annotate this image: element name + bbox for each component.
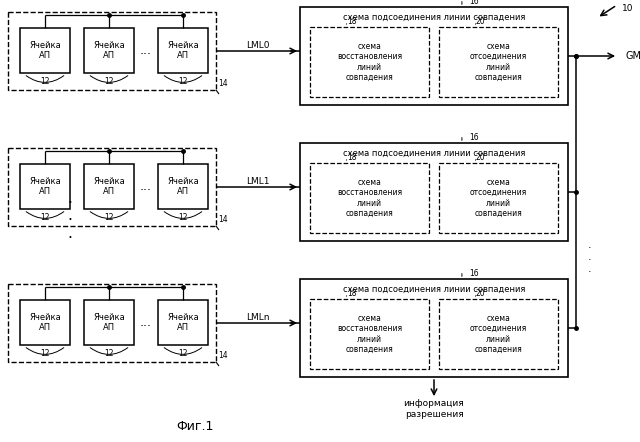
Text: ...: ... xyxy=(140,44,152,57)
Text: Ячейка
АП: Ячейка АП xyxy=(167,313,199,332)
Bar xyxy=(8,148,216,226)
Text: 12: 12 xyxy=(104,76,114,85)
Text: Ячейка
АП: Ячейка АП xyxy=(93,313,125,332)
Bar xyxy=(310,27,429,97)
Text: информация
разрешения: информация разрешения xyxy=(404,399,465,419)
Text: схема
восстановления
линий
совпадения: схема восстановления линий совпадения xyxy=(337,178,402,218)
Text: 20: 20 xyxy=(476,290,486,298)
Text: 16: 16 xyxy=(469,0,479,5)
Text: 20: 20 xyxy=(476,18,486,27)
Text: LML0: LML0 xyxy=(246,42,269,50)
Text: схема
восстановления
линий
совпадения: схема восстановления линий совпадения xyxy=(337,42,402,82)
Bar xyxy=(20,300,70,345)
Text: 20: 20 xyxy=(476,153,486,163)
Text: схема
отсоединения
линий
совпадения: схема отсоединения линий совпадения xyxy=(470,314,527,354)
Text: 18: 18 xyxy=(347,18,356,27)
Bar xyxy=(8,12,216,90)
Text: 16: 16 xyxy=(469,133,479,141)
Text: GML0: GML0 xyxy=(625,51,640,61)
Text: схема подсоединения линии совпадения: схема подсоединения линии совпадения xyxy=(343,285,525,293)
Bar xyxy=(158,28,208,73)
Text: 14: 14 xyxy=(218,215,228,224)
Text: 12: 12 xyxy=(179,76,188,85)
Text: схема подсоединения линии совпадения: схема подсоединения линии совпадения xyxy=(343,12,525,22)
Text: Ячейка
АП: Ячейка АП xyxy=(29,41,61,60)
Bar xyxy=(439,163,558,233)
Bar xyxy=(158,300,208,345)
Bar xyxy=(439,27,558,97)
Bar xyxy=(300,7,568,105)
Text: ·
·
·: · · · xyxy=(68,196,72,246)
Text: Ячейка
АП: Ячейка АП xyxy=(93,177,125,196)
Bar xyxy=(439,299,558,369)
Text: 12: 12 xyxy=(104,213,114,221)
Text: Ячейка
АП: Ячейка АП xyxy=(29,313,61,332)
Text: Ячейка
АП: Ячейка АП xyxy=(93,41,125,60)
Text: схема
восстановления
линий
совпадения: схема восстановления линий совпадения xyxy=(337,314,402,354)
Text: 12: 12 xyxy=(40,213,50,221)
Text: 12: 12 xyxy=(40,76,50,85)
Bar xyxy=(158,164,208,209)
Text: Ячейка
АП: Ячейка АП xyxy=(167,41,199,60)
Text: Ячейка
АП: Ячейка АП xyxy=(29,177,61,196)
Text: 14: 14 xyxy=(218,351,228,360)
Text: LMLn: LMLn xyxy=(246,313,269,323)
Text: Ячейка
АП: Ячейка АП xyxy=(167,177,199,196)
Text: 12: 12 xyxy=(40,348,50,358)
Bar xyxy=(8,284,216,362)
Bar xyxy=(300,279,568,377)
Bar xyxy=(84,300,134,345)
Text: 16: 16 xyxy=(469,268,479,278)
Text: 18: 18 xyxy=(347,290,356,298)
Text: ·
·
·: · · · xyxy=(588,244,592,277)
Bar xyxy=(20,164,70,209)
Bar xyxy=(300,143,568,241)
Text: схема подсоединения линии совпадения: схема подсоединения линии совпадения xyxy=(343,149,525,157)
Bar xyxy=(84,28,134,73)
Text: 10: 10 xyxy=(622,4,634,13)
Text: 12: 12 xyxy=(179,348,188,358)
Text: схема
отсоединения
линий
совпадения: схема отсоединения линий совпадения xyxy=(470,178,527,218)
Bar xyxy=(84,164,134,209)
Text: 18: 18 xyxy=(347,153,356,163)
Text: Фиг.1: Фиг.1 xyxy=(176,420,214,434)
Bar xyxy=(310,299,429,369)
Text: LML1: LML1 xyxy=(246,178,269,187)
Text: ...: ... xyxy=(140,180,152,193)
Text: 14: 14 xyxy=(218,79,228,88)
Text: ...: ... xyxy=(140,316,152,329)
Text: 12: 12 xyxy=(104,348,114,358)
Bar xyxy=(310,163,429,233)
Text: схема
отсоединения
линий
совпадения: схема отсоединения линий совпадения xyxy=(470,42,527,82)
Text: 12: 12 xyxy=(179,213,188,221)
Bar xyxy=(20,28,70,73)
